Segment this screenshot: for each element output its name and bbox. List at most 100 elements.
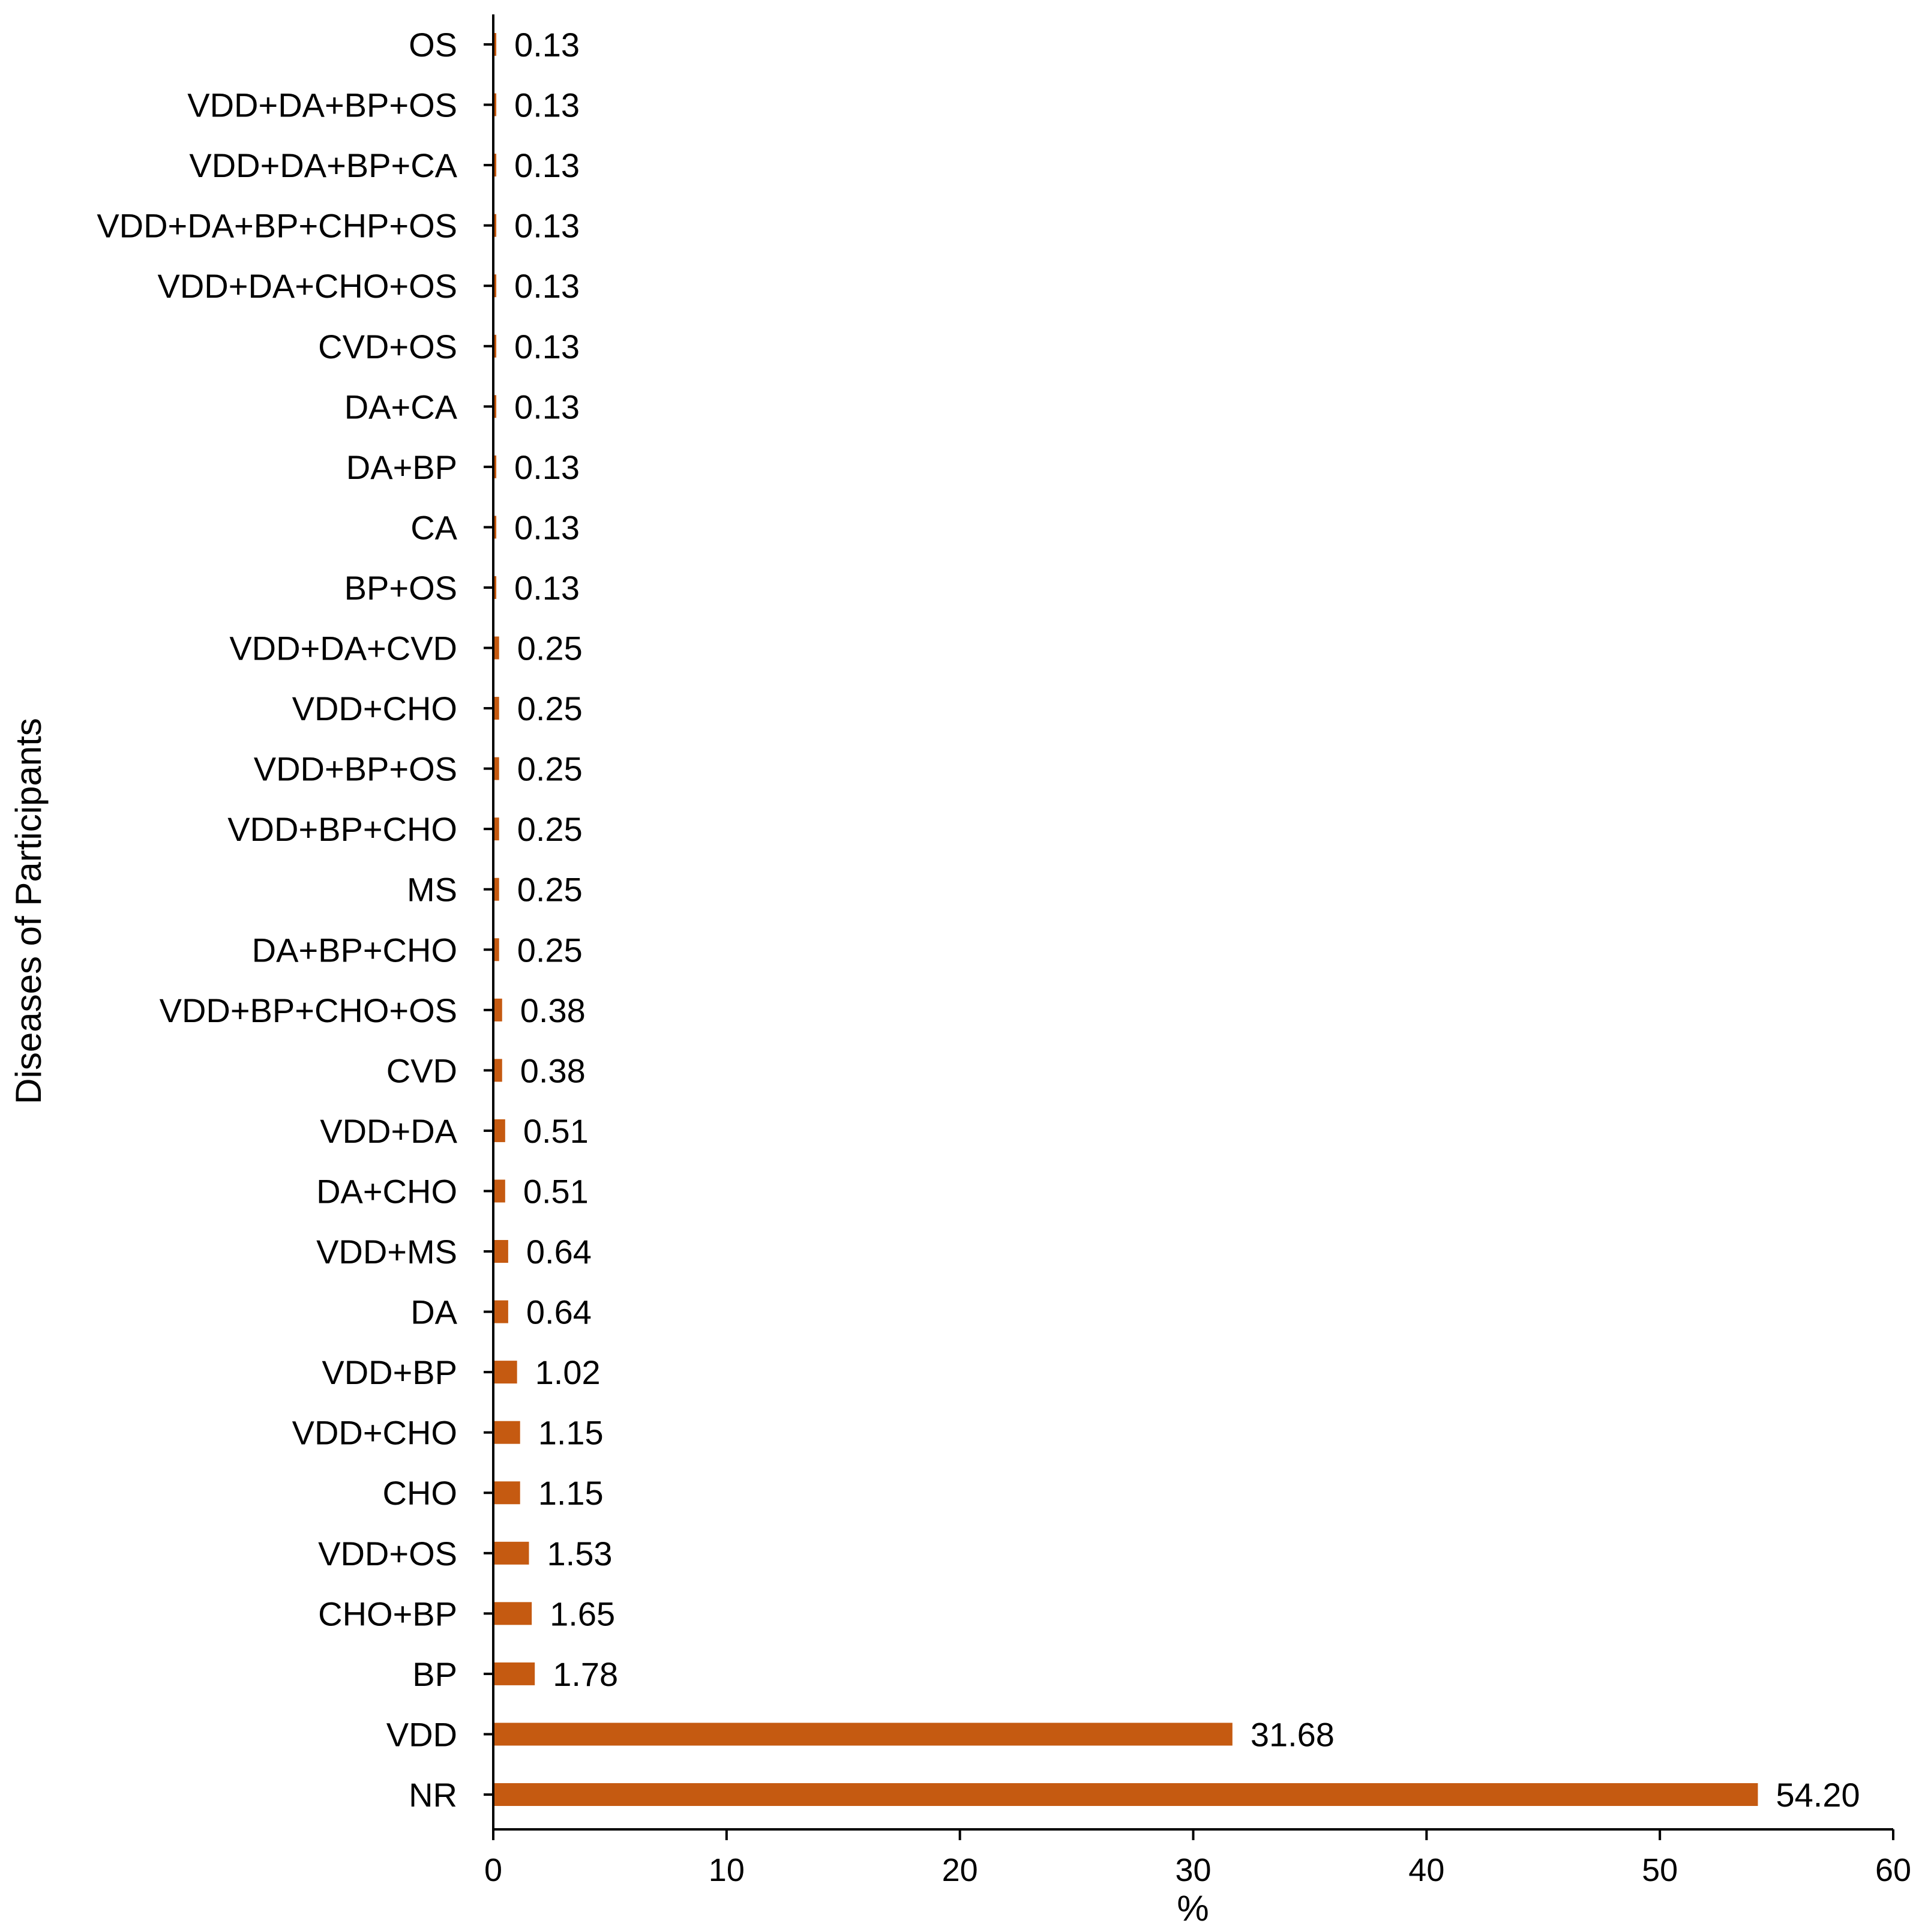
bar	[493, 1723, 1233, 1746]
x-tick-label: 20	[942, 1852, 978, 1888]
x-tick-label: 40	[1408, 1852, 1444, 1888]
category-label: VDD+BP+CHO+OS	[160, 992, 457, 1029]
bar	[493, 1602, 532, 1625]
value-label: 0.13	[514, 207, 580, 245]
value-label: 0.25	[517, 630, 583, 667]
bar	[493, 1481, 520, 1505]
value-label: 0.64	[526, 1233, 592, 1271]
value-label: 0.51	[523, 1112, 589, 1150]
bar	[493, 1179, 505, 1203]
bar	[493, 214, 497, 237]
bar	[493, 998, 502, 1022]
category-label: MS	[407, 871, 457, 909]
value-label: 1.78	[553, 1655, 618, 1693]
bars-group	[493, 33, 1758, 1806]
category-label: BP	[412, 1655, 457, 1693]
y-axis-title: Diseases of Participants	[8, 718, 49, 1104]
category-label: VDD+MS	[316, 1233, 457, 1271]
bar	[493, 938, 499, 961]
category-label: DA+CHO	[316, 1172, 457, 1210]
value-label: 1.65	[550, 1595, 615, 1633]
bar	[493, 1119, 505, 1142]
category-label: VDD+DA+BP+OS	[187, 86, 457, 124]
value-label: 0.13	[514, 388, 580, 426]
category-label: VDD+DA+CHO+OS	[158, 267, 458, 305]
value-label: 0.25	[517, 750, 583, 788]
category-label: VDD	[386, 1715, 457, 1753]
bar	[493, 1662, 535, 1685]
bar	[493, 516, 497, 539]
bar	[493, 1059, 502, 1082]
value-label: 0.51	[523, 1172, 589, 1210]
bar	[493, 576, 497, 599]
bar	[493, 33, 497, 56]
category-label: VDD+BP+OS	[254, 750, 457, 788]
value-label: 0.13	[514, 26, 580, 64]
bar	[493, 154, 497, 177]
category-label: VDD+BP+CHO	[227, 810, 457, 848]
value-label: 0.25	[517, 931, 583, 969]
bar	[493, 817, 499, 841]
category-label: DA+BP+CHO	[252, 931, 457, 969]
x-tick-label: 60	[1875, 1852, 1911, 1888]
value-label: 31.68	[1251, 1715, 1335, 1753]
bar	[493, 334, 497, 358]
category-label: VDD+DA	[320, 1112, 457, 1150]
x-tick-label: 10	[709, 1852, 745, 1888]
category-label: OS	[409, 26, 457, 64]
bar	[493, 274, 497, 298]
value-label: 0.13	[514, 86, 580, 124]
bar	[493, 1783, 1758, 1806]
category-label: VDD+DA+BP+CHP+OS	[97, 207, 457, 245]
x-axis-title: %	[1177, 1888, 1209, 1928]
category-label: VDD+DA+CVD	[229, 630, 457, 667]
bar	[493, 1361, 517, 1384]
bar	[493, 455, 497, 478]
value-label: 1.15	[538, 1474, 604, 1512]
value-label: 0.25	[517, 871, 583, 909]
category-label: CVD	[386, 1052, 457, 1089]
x-ticks-group: 0 10 20 30 40 50 60	[484, 1829, 1911, 1888]
category-label: BP+OS	[344, 569, 457, 607]
bar	[493, 1421, 520, 1444]
bar	[493, 395, 497, 418]
value-label: 1.02	[535, 1353, 601, 1391]
x-tick-label: 30	[1175, 1852, 1211, 1888]
category-label: NR	[409, 1776, 457, 1814]
value-label: 0.13	[514, 267, 580, 305]
value-label: 0.13	[514, 146, 580, 184]
value-label: 1.15	[538, 1414, 604, 1452]
value-label: 0.25	[517, 810, 583, 848]
category-label: DA+CA	[344, 388, 458, 426]
value-label: 0.13	[514, 328, 580, 366]
x-tick-label: 50	[1642, 1852, 1678, 1888]
value-labels-group: 0.13 0.13 0.13 0.13 0.13 0.13 0.13 0.13 0.13 0.13…	[514, 26, 1860, 1814]
value-label: 54.20	[1776, 1776, 1860, 1814]
category-labels-group: OS VDD+DA+BP+OS VDD+DA+BP+CA VDD+DA+BP+CHP+…	[97, 26, 493, 1814]
value-label: 0.38	[520, 992, 586, 1029]
category-label: VDD+CHO	[292, 1414, 457, 1452]
value-label: 1.53	[547, 1535, 612, 1572]
category-label: VDD+BP	[322, 1353, 457, 1391]
x-tick-label: 0	[484, 1852, 502, 1888]
bar	[493, 1300, 508, 1323]
value-label: 0.38	[520, 1052, 586, 1089]
category-label: DA	[410, 1293, 457, 1331]
category-label: CA	[410, 508, 457, 546]
category-label: VDD+CHO	[292, 690, 457, 727]
value-label: 0.13	[514, 448, 580, 486]
bar	[493, 93, 497, 116]
bar	[493, 757, 499, 780]
category-label: CHO	[383, 1474, 457, 1512]
bar	[493, 697, 499, 720]
value-label: 0.13	[514, 508, 580, 546]
value-label: 0.25	[517, 690, 583, 727]
bar	[493, 1240, 508, 1263]
category-label: CVD+OS	[318, 328, 457, 366]
bar	[493, 877, 499, 901]
bar	[493, 1541, 529, 1565]
category-label: VDD+OS	[318, 1535, 457, 1572]
bar	[493, 636, 499, 660]
value-label: 0.64	[526, 1293, 592, 1331]
